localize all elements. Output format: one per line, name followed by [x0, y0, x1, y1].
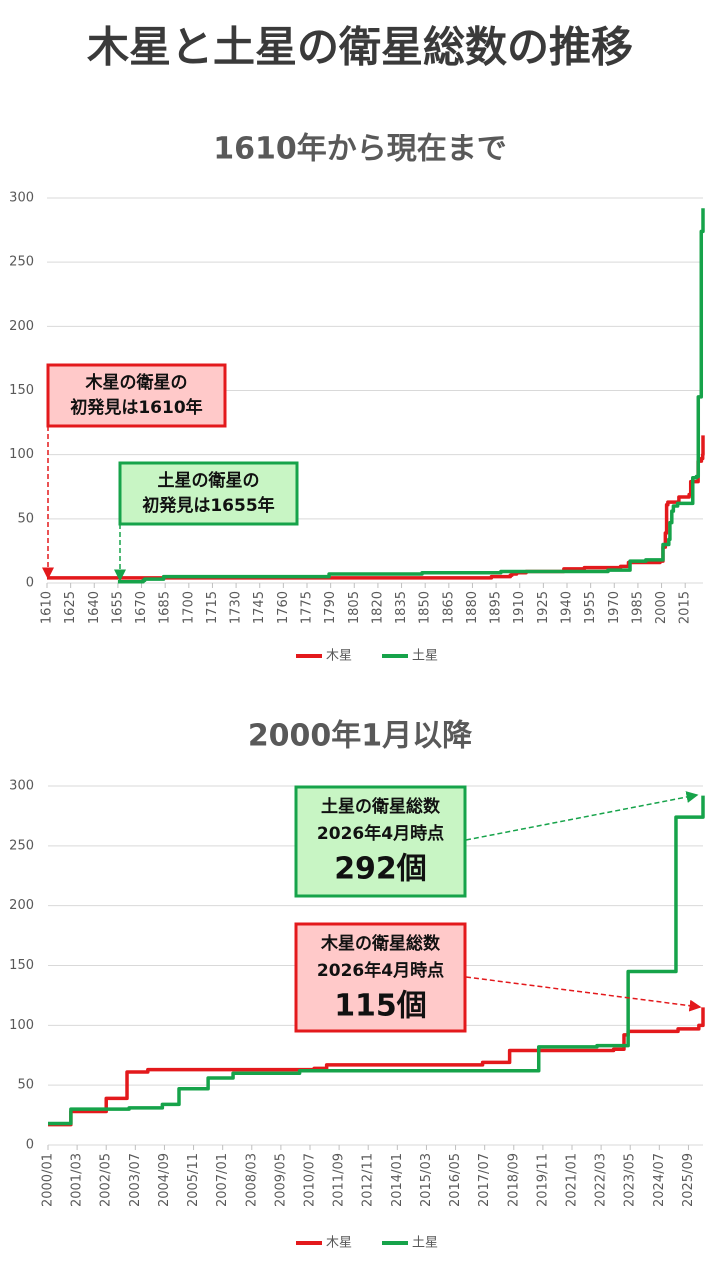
- y-tick-label: 150: [9, 958, 34, 973]
- x-tick-label: 2015: [678, 591, 693, 624]
- annotation-text: 292個: [334, 852, 427, 887]
- x-tick-label: 1910: [512, 591, 527, 624]
- legend-label: 土星: [412, 649, 438, 664]
- x-tick-label: 2015/03: [419, 1153, 434, 1207]
- x-tick-label: 1685: [158, 591, 173, 624]
- chart-title: 1610年から現在まで: [213, 132, 507, 167]
- annotation-text: 土星の衛星総数: [321, 796, 441, 817]
- legend-label: 土星: [412, 1236, 438, 1251]
- annotation-text: 2026年4月時点: [317, 960, 444, 981]
- x-tick-label: 1970: [607, 591, 622, 624]
- x-tick-label: 2019/11: [535, 1153, 550, 1207]
- x-tick-label: 1625: [63, 591, 78, 624]
- x-tick-label: 1865: [441, 591, 456, 624]
- page-title: 木星と土星の衛星総数の推移: [87, 23, 633, 72]
- series-line: [48, 1007, 705, 1127]
- y-tick-label: 100: [9, 447, 34, 462]
- x-tick-label: 1790: [323, 591, 338, 624]
- x-tick-label: 2005/11: [186, 1153, 201, 1207]
- x-tick-label: 1700: [181, 591, 196, 624]
- x-tick-label: 1835: [394, 591, 409, 624]
- y-tick-label: 50: [17, 511, 34, 526]
- annotation-text: 2026年4月時点: [317, 823, 444, 844]
- x-tick-label: 2003/07: [128, 1153, 143, 1207]
- x-tick-label: 1610: [40, 591, 55, 624]
- legend-label: 木星: [326, 1236, 352, 1251]
- annotation-box: [294, 922, 467, 1033]
- x-tick-label: 1760: [276, 591, 291, 624]
- y-tick-label: 200: [9, 898, 34, 913]
- x-tick-label: 2012/11: [361, 1153, 376, 1207]
- x-tick-label: 1820: [370, 591, 385, 624]
- chart-title: 2000年1月以降: [248, 719, 473, 754]
- x-tick-label: 2018/09: [506, 1153, 521, 1207]
- annotation-text: 土星の衛星の: [158, 470, 260, 491]
- x-tick-label: 2014/01: [390, 1153, 405, 1207]
- annotation-text: 初発見は1655年: [142, 495, 274, 516]
- x-tick-label: 1775: [300, 591, 315, 624]
- x-tick-label: 2001/03: [70, 1153, 85, 1207]
- annotation-text: 115個: [334, 989, 427, 1024]
- x-tick-label: 2011/09: [332, 1153, 347, 1207]
- x-tick-label: 1925: [536, 591, 551, 624]
- x-tick-label: 1880: [465, 591, 480, 624]
- x-tick-label: 2024/07: [652, 1153, 667, 1207]
- y-tick-label: 300: [9, 191, 34, 206]
- x-tick-label: 1940: [560, 591, 575, 624]
- x-tick-label: 2008/03: [244, 1153, 259, 1207]
- x-tick-label: 2025/09: [681, 1153, 696, 1207]
- annotation-arrow: [465, 976, 702, 1012]
- y-tick-label: 50: [17, 1078, 34, 1093]
- series-line: [48, 795, 705, 1126]
- annotation-text: 初発見は1610年: [70, 397, 202, 418]
- x-tick-label: 2002/05: [99, 1153, 114, 1207]
- y-tick-label: 100: [9, 1018, 34, 1033]
- x-tick-label: 2004/09: [157, 1153, 172, 1207]
- y-tick-label: 0: [26, 576, 34, 591]
- x-tick-label: 2023/05: [623, 1153, 638, 1207]
- x-tick-label: 1895: [489, 591, 504, 624]
- annotation-box: [46, 363, 227, 428]
- x-tick-label: 1805: [347, 591, 362, 624]
- annotation-text: 木星の衛星総数: [320, 933, 441, 954]
- annotation-box: [118, 461, 299, 526]
- x-tick-label: 2021/01: [565, 1153, 580, 1207]
- y-tick-label: 300: [9, 779, 34, 794]
- y-tick-label: 150: [9, 383, 34, 398]
- annotation-box: [294, 785, 467, 898]
- y-tick-label: 250: [9, 838, 34, 853]
- x-tick-label: 2007/01: [215, 1153, 230, 1207]
- x-tick-label: 1655: [110, 591, 125, 624]
- x-tick-label: 1955: [583, 591, 598, 624]
- x-tick-label: 2022/03: [594, 1153, 609, 1207]
- series-line: [117, 208, 705, 584]
- x-tick-label: 2010/07: [303, 1153, 318, 1207]
- y-tick-label: 250: [9, 255, 34, 270]
- x-tick-label: 1985: [630, 591, 645, 624]
- y-tick-label: 0: [26, 1138, 34, 1153]
- x-tick-label: 2017/07: [477, 1153, 492, 1207]
- x-tick-label: 1745: [252, 591, 267, 624]
- annotation-text: 木星の衛星の: [85, 372, 188, 393]
- annotation-arrow: [465, 791, 699, 841]
- x-tick-label: 2000: [654, 591, 669, 624]
- x-tick-label: 1640: [87, 591, 102, 624]
- x-tick-label: 1850: [418, 591, 433, 624]
- x-tick-label: 2016/05: [448, 1153, 463, 1207]
- x-tick-label: 2009/05: [273, 1153, 288, 1207]
- x-tick-label: 2000/01: [41, 1153, 56, 1207]
- x-tick-label: 1730: [229, 591, 244, 624]
- y-tick-label: 200: [9, 319, 34, 334]
- x-tick-label: 1670: [134, 591, 149, 624]
- legend-label: 木星: [326, 649, 352, 664]
- x-tick-label: 1715: [205, 591, 220, 624]
